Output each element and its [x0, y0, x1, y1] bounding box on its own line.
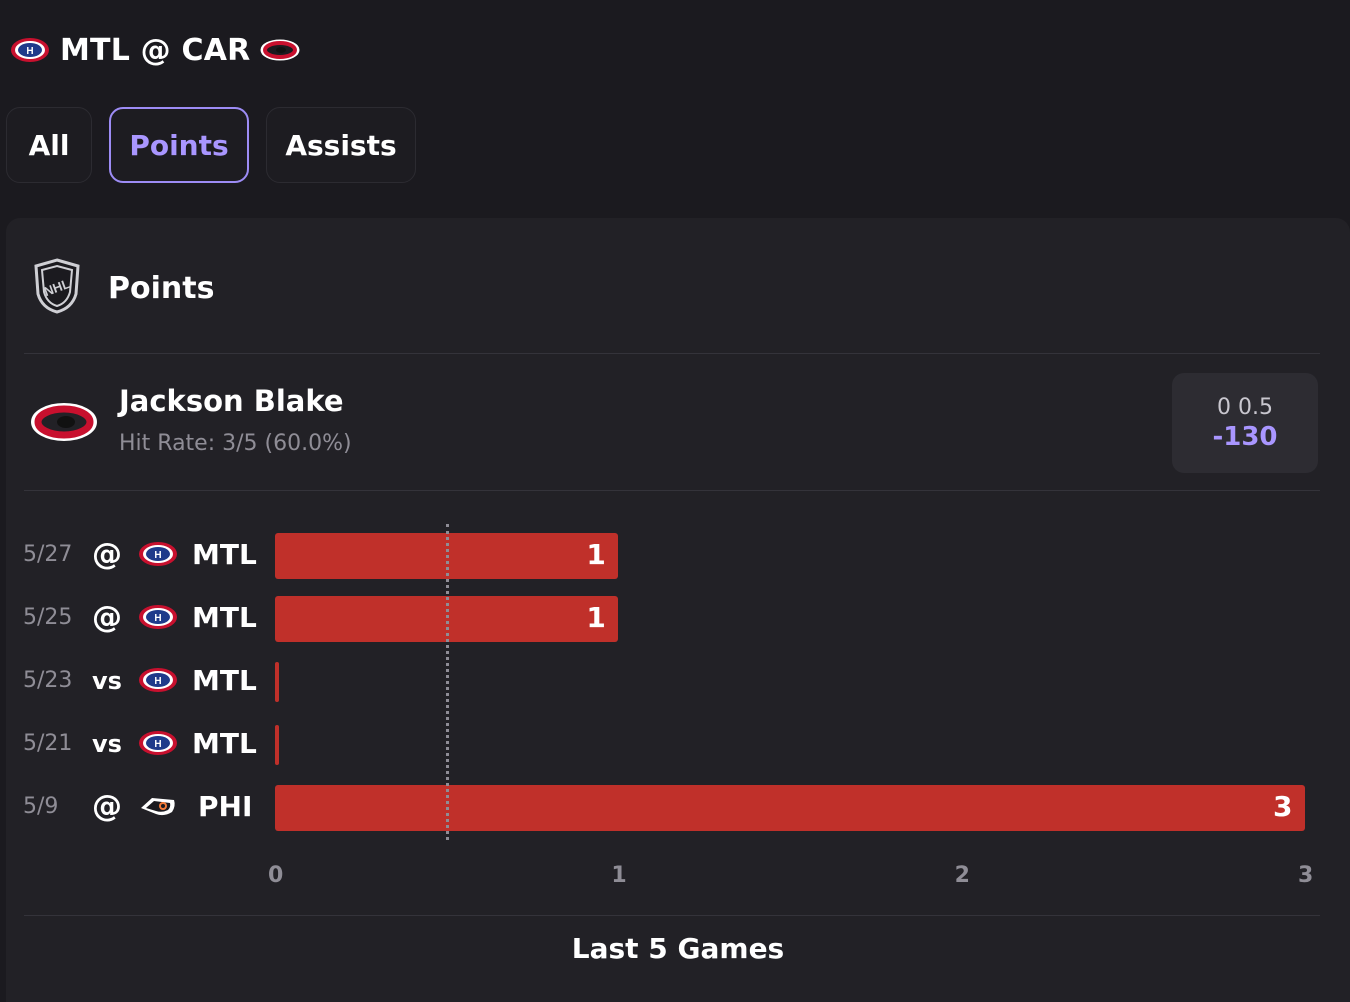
section-header: NHL Points: [32, 258, 214, 318]
game-date: 5/25: [23, 605, 73, 630]
game-opponent: PHI: [198, 790, 253, 823]
game-opponent: MTL: [192, 538, 257, 571]
nhl-shield-icon: NHL: [32, 258, 82, 318]
chart-xlabel: Last 5 Games: [571, 932, 785, 965]
canadiens-logo-icon: H: [138, 729, 178, 761]
flyers-logo-icon: [138, 792, 178, 824]
game-opponent: MTL: [192, 664, 257, 697]
game-date: 5/27: [23, 542, 73, 567]
tab-points[interactable]: Points: [109, 107, 249, 183]
bar-value-label: 1: [586, 601, 606, 634]
chart-bar[interactable]: [275, 662, 279, 702]
game-date: 5/9: [23, 794, 59, 819]
canadiens-logo-icon: H: [138, 666, 178, 698]
tab-assists[interactable]: Assists: [266, 107, 416, 183]
matchup-header: H MTL @ CAR: [10, 28, 300, 72]
stat-tabs: All Points Assists: [6, 107, 433, 183]
svg-text:H: H: [26, 46, 33, 57]
bar-value-label: 1: [586, 538, 606, 571]
tab-all[interactable]: All: [6, 107, 92, 183]
game-date: 5/21: [23, 731, 73, 756]
chart-bar[interactable]: [275, 725, 279, 765]
svg-text:H: H: [154, 613, 161, 624]
reference-line: [445, 524, 449, 840]
points-card: NHL Points Jackson Blake Hit Rate: 3/5 (…: [6, 218, 1350, 1002]
canadiens-logo-icon: H: [138, 540, 178, 572]
x-tick-label: 3: [1298, 863, 1314, 888]
game-location: vs: [92, 730, 122, 758]
section-title: Points: [108, 270, 215, 306]
chart-bar[interactable]: [275, 785, 1305, 831]
game-location: @: [92, 600, 122, 635]
game-location: vs: [92, 667, 122, 695]
player-name: Jackson Blake: [119, 384, 344, 418]
hurricanes-logo-icon: [260, 36, 300, 64]
x-tick-label: 0: [268, 863, 284, 888]
x-tick-label: 2: [954, 863, 970, 888]
game-location: @: [92, 789, 122, 824]
game-opponent: MTL: [192, 727, 257, 760]
canadiens-logo-icon: H: [10, 36, 50, 64]
game-date: 5/23: [23, 668, 73, 693]
svg-text:H: H: [154, 676, 161, 687]
x-tick-label: 1: [611, 863, 627, 888]
svg-text:H: H: [154, 739, 161, 750]
canadiens-logo-icon: H: [138, 603, 178, 635]
svg-text:H: H: [154, 550, 161, 561]
line-value: 0 0.5: [1217, 394, 1273, 420]
divider: [24, 353, 1320, 354]
divider: [24, 490, 1320, 491]
line-odds: -130: [1212, 421, 1278, 452]
hit-rate: Hit Rate: 3/5 (60.0%): [119, 431, 352, 456]
matchup-title: MTL @ CAR: [60, 32, 251, 68]
divider: [24, 915, 1320, 916]
bar-value-label: 3: [1273, 790, 1293, 823]
game-opponent: MTL: [192, 601, 257, 634]
betting-line-box[interactable]: 0 0.5 -130: [1172, 373, 1318, 473]
game-location: @: [92, 537, 122, 572]
hurricanes-logo-icon: [30, 398, 98, 450]
